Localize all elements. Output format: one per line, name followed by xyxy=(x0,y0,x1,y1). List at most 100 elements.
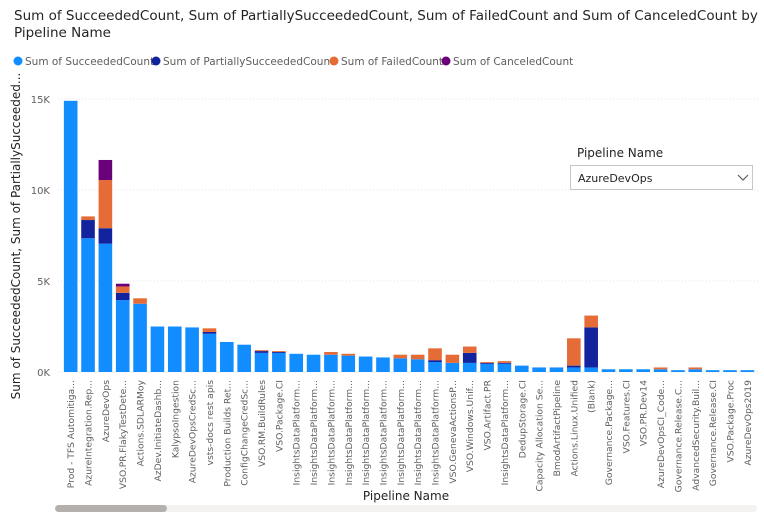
x-tick-label: KalypsoIngestion xyxy=(170,380,181,458)
y-tick-label: 5K xyxy=(37,277,50,288)
x-tick-label: Governance.Release.C... xyxy=(673,380,684,492)
x-tick-label: Actions.SDLARMoy xyxy=(136,379,147,466)
bar-segment xyxy=(445,354,460,363)
bar-segment xyxy=(115,283,130,287)
x-tick-label: BmodArtifactPipeline xyxy=(552,380,563,477)
legend-label: Sum of FailedCount xyxy=(341,56,443,68)
y-tick-label: 0K xyxy=(37,368,50,379)
bar-segment xyxy=(376,357,390,372)
x-tick-label: AzureDevOpsCI_Code... xyxy=(656,380,667,488)
bar-segment xyxy=(133,303,147,372)
bar-segment xyxy=(567,365,581,368)
bar-segment xyxy=(462,362,477,372)
bar-segment xyxy=(272,351,286,352)
bar-segment xyxy=(81,238,95,372)
x-tick-label: VSO.Package.Proc xyxy=(725,380,736,463)
bar-segment xyxy=(445,362,460,372)
bar-segment xyxy=(428,348,442,361)
legend-marker xyxy=(151,56,161,66)
x-tick-label: VSO.PR.Dev14 xyxy=(639,380,650,446)
x-tick-label: DedupStorage.CI xyxy=(517,380,528,458)
bar-segment xyxy=(705,370,720,372)
x-tick-label: Actions.Linux.Unified xyxy=(569,380,580,477)
x-tick-label: Governance.Release.CI xyxy=(708,380,719,486)
slicer-dropdown[interactable]: AzureDevOps xyxy=(570,165,753,190)
x-tick-label: Prod - TFS Automitiga... xyxy=(66,380,77,488)
bar-segment xyxy=(688,369,703,372)
x-tick-label: Capacity Allocation Se... xyxy=(535,380,546,492)
x-tick-label: InsightsDataPlatform... xyxy=(396,380,407,485)
x-tick-label: InsightsDataPlatform... xyxy=(500,380,511,485)
x-tick-label: vsts-docs rest apis xyxy=(205,380,216,466)
x-tick-label: AzDev.InitiateDashb... xyxy=(153,380,164,482)
bar-segment xyxy=(115,292,130,301)
scroll-thumb[interactable] xyxy=(55,505,167,512)
x-tick-label: Production Builds Ret... xyxy=(222,380,233,487)
bar-segment xyxy=(653,369,668,372)
bar-segment xyxy=(601,369,616,372)
chevron xyxy=(737,174,749,181)
x-tick-label: VSO.RM.BuildRules xyxy=(257,380,268,467)
bar-segment xyxy=(272,351,286,353)
bar-segment xyxy=(220,341,234,372)
bar-segment xyxy=(254,350,269,352)
scrollbar[interactable] xyxy=(55,505,757,512)
bar-segment xyxy=(462,346,477,353)
x-axis-label: Pipeline Name xyxy=(363,489,449,503)
bar-segment xyxy=(115,300,130,372)
x-tick-label: InsightsDataPlatform... xyxy=(361,380,372,485)
bar-segment xyxy=(341,353,356,356)
bar-segment xyxy=(254,352,269,372)
bar-segment xyxy=(98,243,113,372)
legend-label: Sum of CanceledCount xyxy=(453,56,573,68)
bar-segment xyxy=(723,370,737,372)
bar-segment xyxy=(98,159,113,180)
x-tick-label: VSO.Windows.Unif... xyxy=(465,380,476,472)
x-tick-label: InsightsDataPlatform... xyxy=(344,380,355,485)
x-tick-label: VSO.GenevaActionsP... xyxy=(448,380,459,484)
bar-segment xyxy=(584,327,598,368)
bar-segment xyxy=(202,333,217,372)
bar-segment xyxy=(671,370,685,372)
x-tick-label: ConfigChangeCredSc... xyxy=(240,380,251,486)
bar-segment xyxy=(532,367,546,372)
bar-segment xyxy=(306,354,321,372)
slicer-value: AzureDevOps xyxy=(578,172,653,185)
bar-segment xyxy=(289,353,304,372)
bar-segment xyxy=(185,327,199,372)
bar-segment xyxy=(514,365,529,372)
legend-marker xyxy=(441,56,451,66)
x-tick-label: Governance.Package... xyxy=(604,380,615,485)
x-tick-label: AzureDevOps xyxy=(101,380,112,442)
x-tick-label: VSO.Artifact.PR xyxy=(483,379,494,450)
x-tick-label: InsightsDataPlatform... xyxy=(326,380,337,485)
bar-segment xyxy=(81,216,95,221)
legend-marker xyxy=(13,56,23,66)
bar-segment xyxy=(324,354,338,372)
bar-segment xyxy=(167,326,182,372)
x-tick-label: (Blank) xyxy=(587,380,598,413)
x-tick-label: VSO.Package.CI xyxy=(274,380,285,452)
bar-segment xyxy=(358,356,373,372)
bar-segment xyxy=(480,361,494,363)
y-tick-label: 10K xyxy=(31,186,51,197)
chart-title: Sum of SucceededCount, Sum of PartiallyS… xyxy=(14,8,758,41)
bar-segment xyxy=(254,351,269,353)
bar-segment xyxy=(497,361,512,363)
legend-label: Sum of SucceededCount xyxy=(25,56,154,68)
bar-segment xyxy=(567,367,581,372)
bar-segment xyxy=(584,315,598,328)
x-tick-label: AzureDevOps2019 xyxy=(743,380,754,466)
bar-segment xyxy=(584,367,598,372)
y-axis-label: Sum of SucceededCount, Sum of PartiallyS… xyxy=(9,73,23,400)
x-tick-label: InsightsDataPlatform... xyxy=(292,380,303,485)
bar-segment xyxy=(324,351,338,355)
bar-segment xyxy=(549,367,564,372)
bar-segment xyxy=(393,354,408,359)
x-tick-label: InsightsDataPlatform... xyxy=(309,380,320,485)
slicer-title: Pipeline Name xyxy=(577,146,664,160)
x-tick-label: VSO.PR.FlakyTestDete... xyxy=(118,380,129,489)
bar-segment xyxy=(98,228,113,244)
